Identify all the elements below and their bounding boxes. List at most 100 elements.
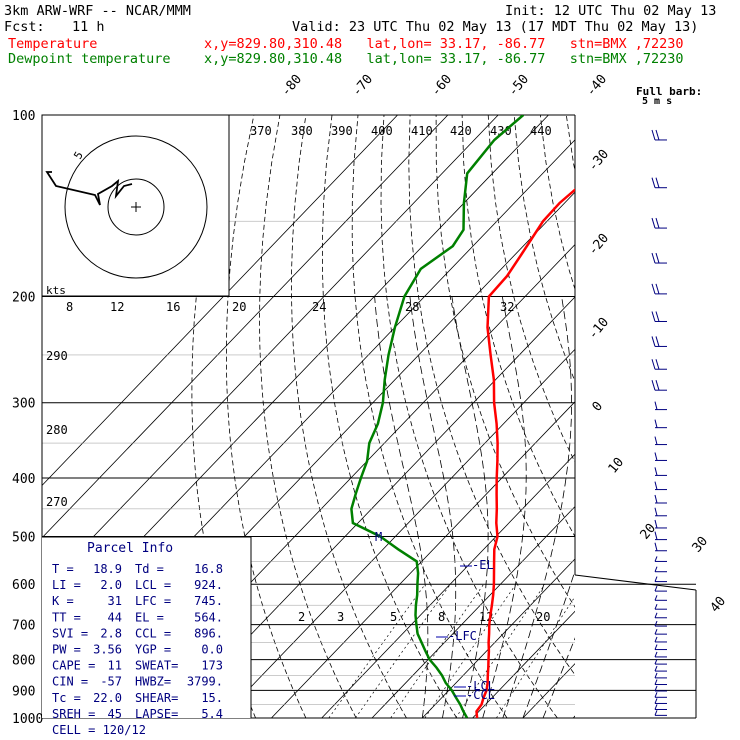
dry-adiabat-line: [487, 115, 575, 464]
isotherm-line: [42, 115, 398, 486]
mixing-ratio-lower-label: 3: [337, 610, 344, 624]
wind-barb-flag: [654, 542, 658, 551]
mixing-ratio-lower-label: 20: [536, 610, 550, 624]
moist-adiabat-line: [522, 569, 575, 718]
wind-barb-flag: [654, 401, 658, 410]
wind-barb-flag: [651, 336, 656, 347]
parcel-value: 564.: [194, 610, 223, 624]
barb-legend-label: Full barb:: [636, 85, 702, 98]
wind-barb-flag: [651, 311, 656, 322]
wind-barb-flag: [654, 710, 658, 716]
wind-barb-flag: [654, 672, 658, 679]
parcel-level-label: -EL: [472, 558, 494, 572]
parcel-key: LI =: [52, 578, 81, 592]
temperature-tick-label: -10: [586, 315, 613, 343]
wind-barb-flag: [655, 252, 660, 264]
dry-adiabat-line: [670, 115, 740, 718]
temperature-tick-label: -40: [584, 72, 611, 100]
parcel-key: LAPSE=: [135, 707, 178, 721]
wind-barb-flag: [654, 566, 658, 572]
sounding-curves: -EL -LFC -LCL-CCL M: [350, 115, 575, 718]
wind-barb-flag: [651, 177, 656, 188]
wind-barb-flag: [654, 452, 658, 461]
temperature-tick-label: 10: [606, 455, 628, 477]
parcel-key: CIN =: [52, 675, 88, 689]
parcel-value: 18.9: [93, 562, 122, 576]
dry-adiabat-line: [291, 115, 407, 718]
wind-barb-flag: [654, 628, 658, 635]
temperature-tick-label: -60: [429, 72, 456, 100]
isotherm-line: [271, 401, 575, 718]
mixing-ratio-line: [496, 595, 575, 718]
wind-barb-flag: [655, 217, 660, 229]
parcel-marker: M: [375, 530, 382, 544]
temperature-tick-label: 40: [708, 594, 730, 616]
wind-barb-flag: [654, 595, 658, 601]
wind-barb-flag: [651, 252, 656, 264]
dry-adiabat-line: [592, 115, 740, 718]
parcel-value: 896.: [194, 626, 223, 640]
wind-barb-flag: [654, 531, 658, 540]
parcel-key: EL =: [135, 610, 164, 624]
isotherm-line: [624, 115, 740, 718]
wind-barb-flag: [651, 359, 656, 370]
wind-barb-flag: [655, 129, 660, 141]
barb-legend-unit: 5 m s: [642, 96, 672, 107]
dry-adiabat-line: [321, 115, 458, 718]
wind-barb-flag: [654, 585, 658, 592]
isotherm-line: [321, 453, 575, 718]
wind-barb-flag: [654, 576, 658, 582]
parcel-key: SWEAT=: [135, 659, 178, 673]
wind-barb-flag: [654, 507, 658, 516]
parcel-value: 44: [108, 610, 122, 624]
dry-adiabat-line: [408, 115, 575, 676]
valid-time: Valid: 23 UTC Thu 02 May 13 (17 MDT Thu …: [292, 19, 699, 35]
parcel-level-label: -CCL: [466, 688, 495, 702]
dewpoint-legend: Dewpoint temperature: [8, 51, 171, 67]
temperature-curve: [475, 188, 575, 718]
theta-label: 370: [250, 124, 272, 138]
wind-barb-flag: [654, 704, 658, 710]
parcel-value: 173: [201, 659, 223, 673]
mixing-ratio-label: 8: [66, 300, 73, 314]
wind-barb-flag: [655, 177, 660, 188]
dry-adiabat-line: [539, 115, 575, 291]
mixing-ratio-label: 20: [232, 300, 246, 314]
mixing-ratio-lower-label: 2: [298, 610, 305, 624]
isotherm-line: [220, 348, 575, 718]
temperature-tick-label: 0: [590, 399, 607, 415]
parcel-key: TT =: [52, 610, 81, 624]
wind-barb-flag: [654, 644, 658, 650]
wind-barb-flag: [654, 658, 658, 665]
temperature-tick-label: -70: [350, 72, 377, 100]
wind-barb-flag: [651, 283, 656, 295]
dry-adiabat-line: [380, 115, 558, 718]
wind-barb-flag: [655, 336, 660, 347]
theta-label: 390: [331, 124, 353, 138]
theta-label: 380: [291, 124, 313, 138]
wind-barb-flag: [654, 698, 658, 704]
parcel-value: 3799.: [187, 675, 223, 689]
theta-left-label: 270: [46, 495, 68, 509]
dry-adiabat-line: [697, 115, 740, 718]
parcel-value: 3.56: [93, 643, 122, 657]
mixing-ratio-lower-label: 8: [438, 610, 445, 624]
dry-adiabat-line: [435, 115, 575, 608]
pressure-label: 1000: [12, 712, 43, 727]
parcel-key: SVI =: [52, 626, 88, 640]
mixing-ratio-label: 24: [312, 300, 326, 314]
moist-adiabat-line: [542, 637, 575, 718]
parcel-key: SREH =: [52, 707, 95, 721]
dewpoint-curve: [350, 115, 525, 718]
temperature-legend: Temperature: [8, 36, 98, 52]
wind-barb-flag: [654, 603, 658, 610]
dry-adiabat-line: [723, 115, 740, 718]
pressure-label: 700: [12, 619, 35, 634]
isotherm-line: [472, 610, 575, 718]
parcel-value: 15.: [201, 691, 223, 705]
mixing-ratio-label: 16: [166, 300, 180, 314]
temperature-tick-label: -50: [506, 72, 533, 100]
wind-barb-flag: [654, 685, 658, 692]
isotherm-line: [42, 115, 499, 591]
